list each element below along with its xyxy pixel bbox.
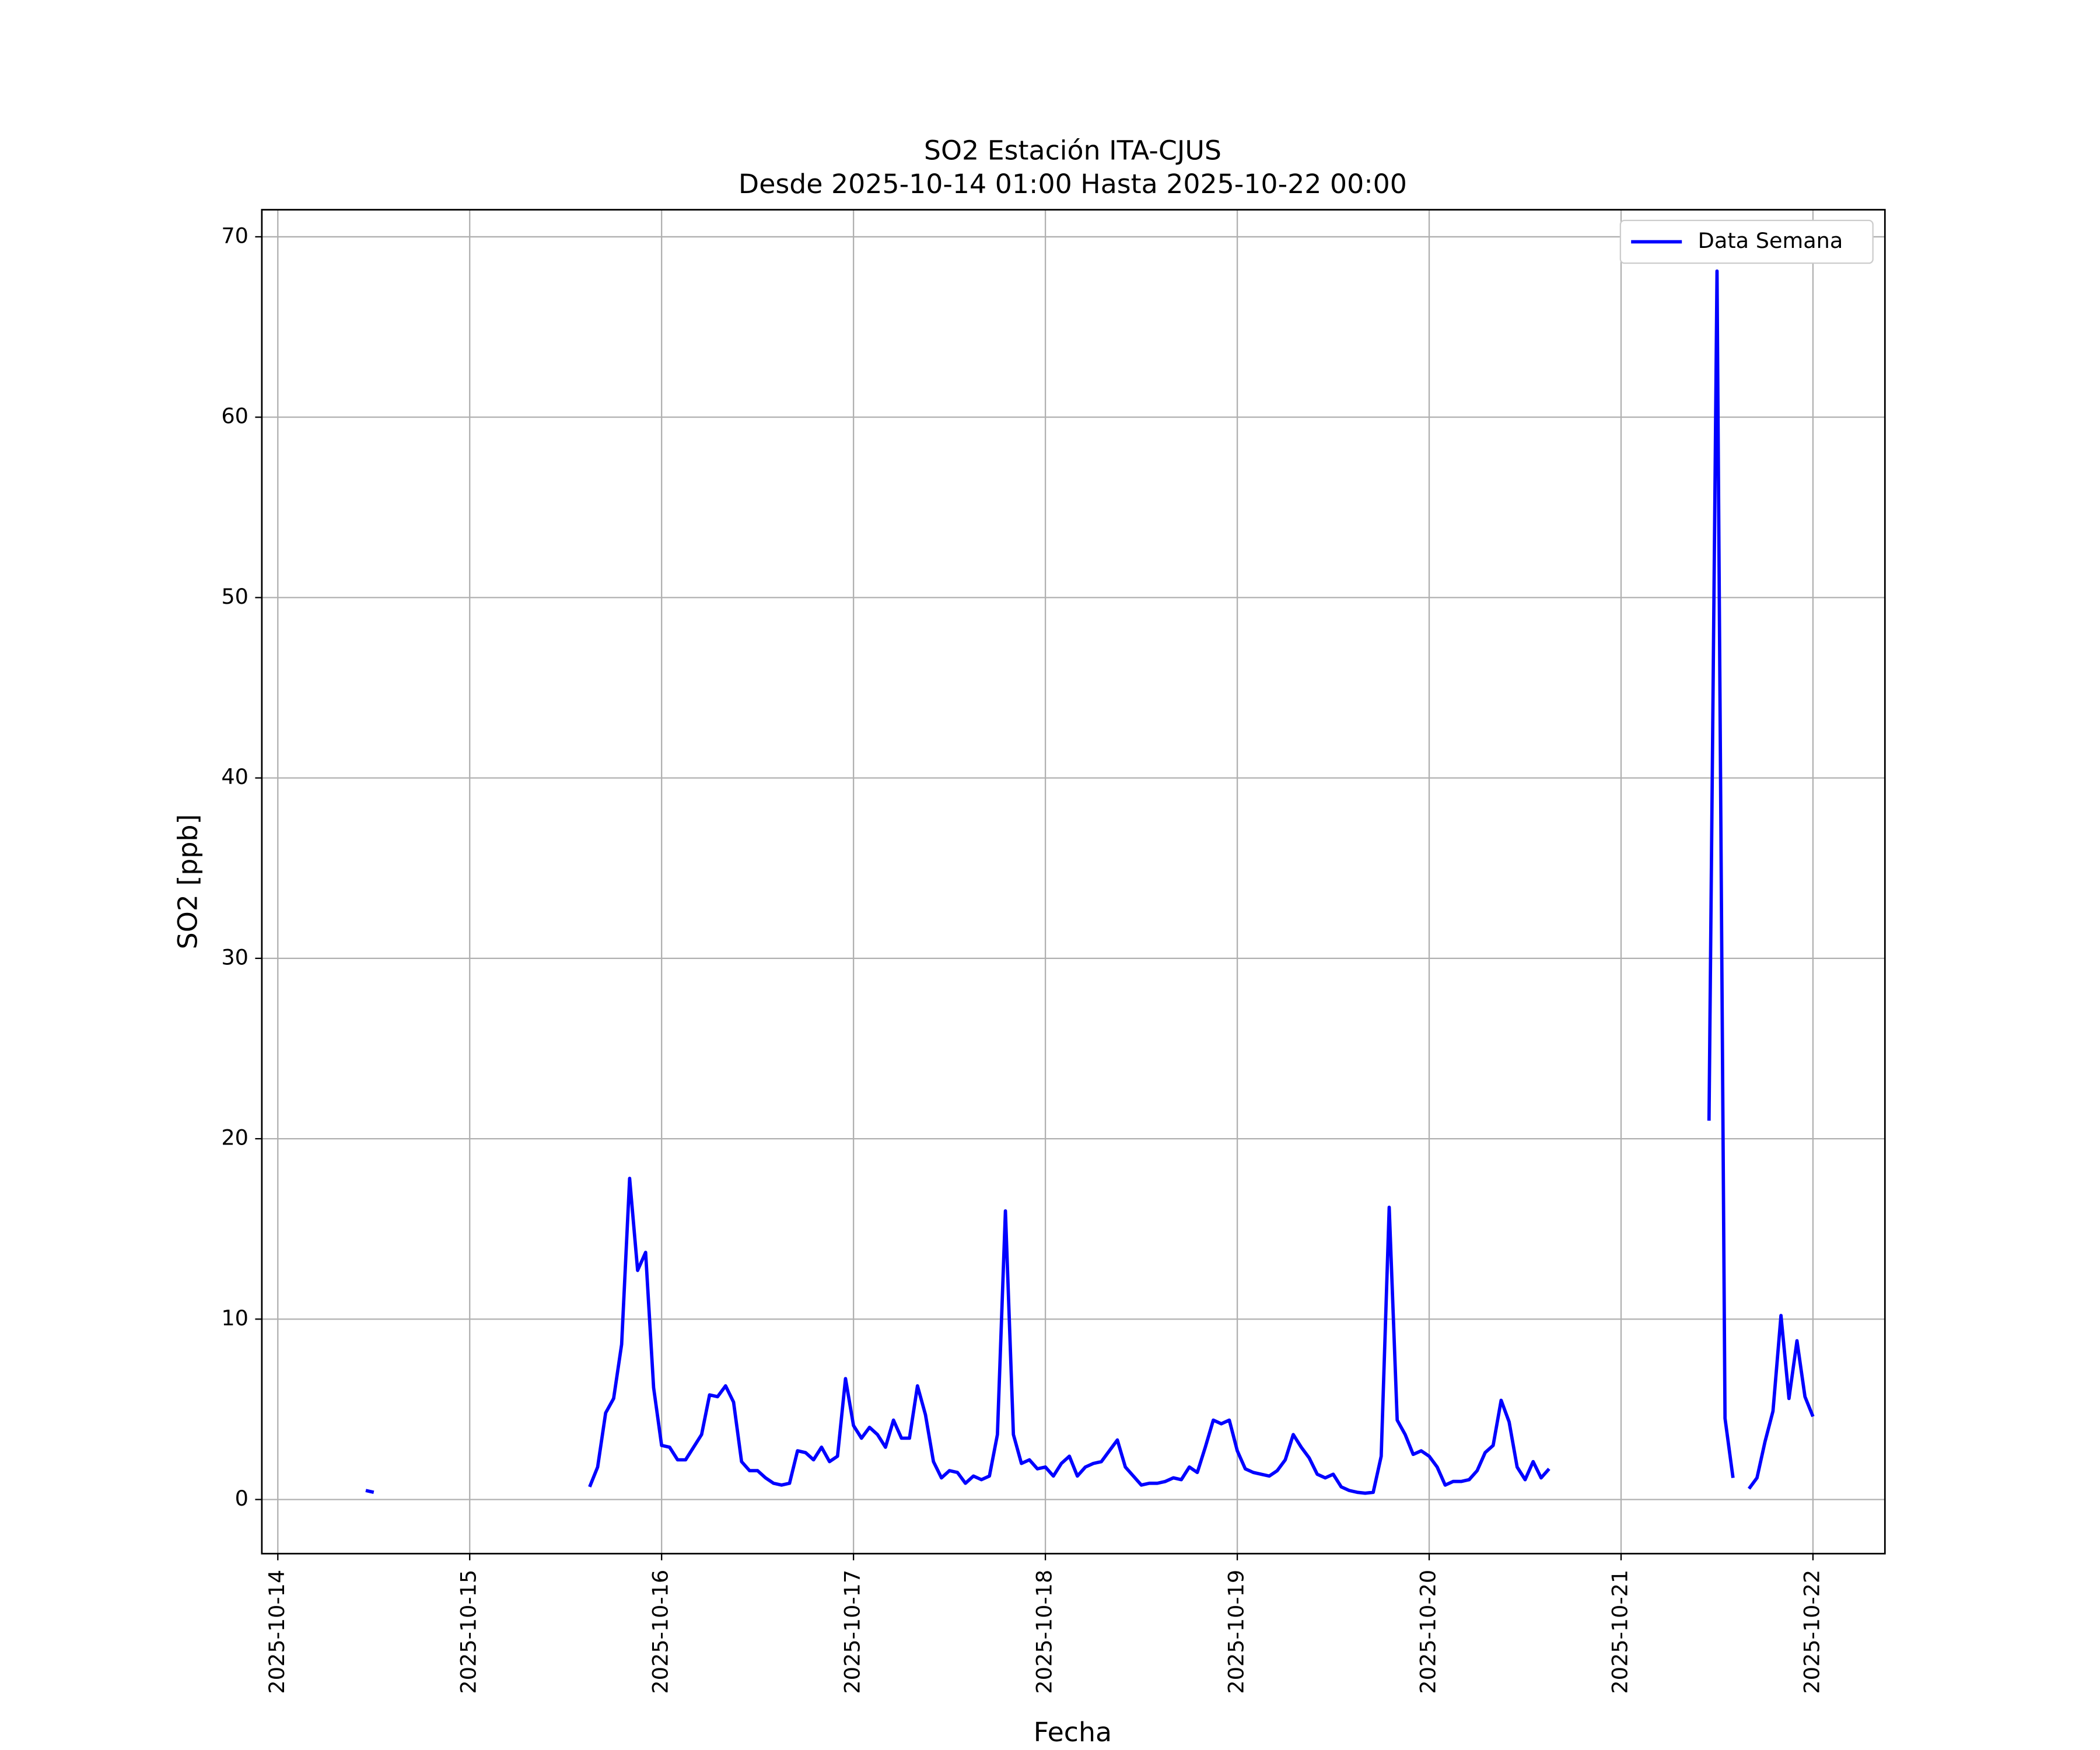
y-tick-label: 0	[235, 1486, 249, 1511]
plot-frame	[261, 209, 1886, 1555]
chart-subtitle: Desde 2025-10-14 01:00 Hasta 2025-10-22 …	[738, 168, 1407, 200]
data-line	[1747, 1314, 1815, 1490]
y-tick-label: 30	[221, 944, 249, 970]
y-axis-label: SO2 [ppb]	[172, 814, 204, 950]
x-tick-label: 2025-10-20	[1416, 1570, 1441, 1694]
x-tick-label: 2025-10-22	[1799, 1570, 1824, 1694]
data-line	[588, 1177, 1550, 1495]
y-tick-label: 20	[221, 1125, 249, 1150]
y-tick-label: 10	[221, 1306, 249, 1331]
y-tick-label: 50	[221, 584, 249, 609]
legend-box	[1619, 219, 1874, 264]
x-tick-label: 2025-10-14	[264, 1570, 289, 1694]
data-line	[1707, 269, 1735, 1478]
x-axis-label: Fecha	[1034, 1716, 1112, 1748]
y-tick-label: 60	[221, 404, 249, 429]
data-line	[365, 1489, 374, 1494]
x-tick-label: 2025-10-16	[648, 1570, 673, 1694]
chart-title: SO2 Estación ITA-CJUS	[924, 135, 1222, 166]
x-tick-label: 2025-10-21	[1607, 1570, 1632, 1694]
x-tick-label: 2025-10-19	[1224, 1570, 1249, 1694]
x-tick-label: 2025-10-17	[840, 1570, 865, 1694]
x-tick-label: 2025-10-15	[456, 1570, 481, 1694]
y-tick-label: 70	[221, 223, 249, 248]
y-tick-label: 40	[221, 764, 249, 789]
legend-label: Data Semana	[1698, 228, 1843, 253]
x-tick-label: 2025-10-18	[1032, 1570, 1057, 1694]
